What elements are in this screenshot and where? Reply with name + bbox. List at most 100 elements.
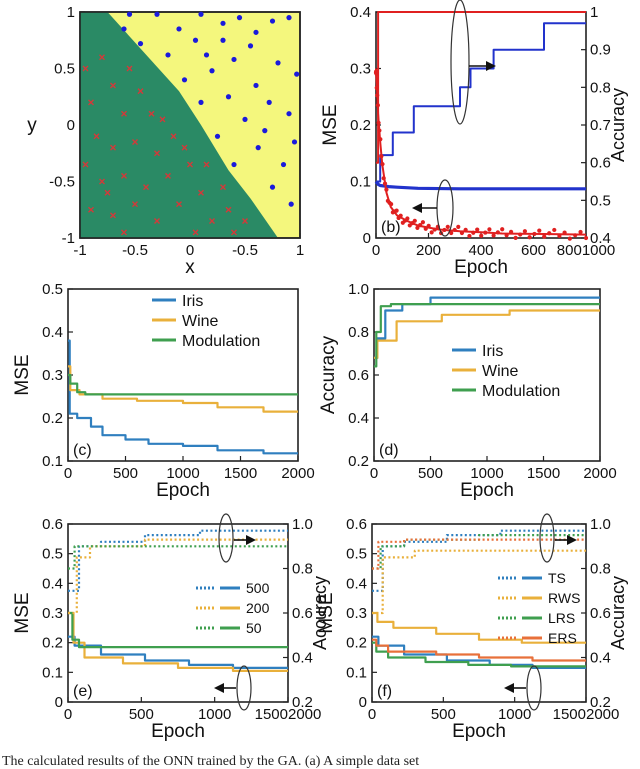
scatter-point-class-a (231, 56, 237, 63)
plot-frame (375, 11, 587, 239)
scatter-point-class-b (121, 172, 127, 179)
scatter-point-class-a (247, 43, 254, 49)
series-line (68, 339, 298, 455)
legend-label: Iris (182, 293, 203, 310)
series-line (372, 611, 586, 644)
y-right-tick-label: 0.4 (590, 230, 611, 247)
y-tick-label: 0.3 (42, 605, 63, 622)
scatter-point-class-a (255, 145, 261, 151)
x-axis-label: x (185, 257, 195, 278)
scatter-point-class-b (165, 172, 171, 179)
y-tick-label: 0.2 (42, 635, 63, 652)
scatter-point-class-b (187, 161, 193, 168)
y-tick-label: 0.4 (346, 575, 367, 592)
scatter-point-class-a (176, 26, 182, 32)
panel-tag: (b) (381, 219, 401, 236)
y-right-axis-label: Accuracy (608, 576, 628, 650)
series-point (471, 230, 476, 235)
scatter-point-class-a (203, 52, 210, 58)
series-point (467, 233, 472, 239)
y-tick-label: 0.1 (42, 664, 63, 681)
series-point (394, 208, 399, 213)
scatter-point-class-a (275, 60, 281, 66)
series-line (372, 638, 586, 662)
scatter-point-class-a (288, 201, 294, 207)
y-tick-label: 0.5 (42, 546, 63, 563)
x-tick-label: 1 (296, 242, 304, 259)
scatter-point-class-a (192, 37, 199, 43)
series-point (522, 229, 527, 234)
series-point (573, 233, 578, 238)
x-tick-label: 1000 (198, 706, 231, 723)
series-point (479, 233, 484, 238)
series-point (380, 162, 385, 167)
scatter-point-class-b (132, 201, 138, 208)
series-point (405, 216, 410, 221)
series-point (518, 232, 523, 237)
y-tick-label: 0.4 (42, 324, 63, 341)
scatter-point-class-a (269, 18, 276, 24)
arrow-head (486, 61, 496, 71)
y-right-tick-label: 0.8 (292, 561, 313, 578)
series-point (557, 233, 562, 239)
arrow-head (504, 683, 514, 693)
x-axis-label: Epoch (454, 257, 508, 278)
y-right-tick-label: 1.0 (590, 516, 611, 533)
x-tick-label: 200 (416, 242, 441, 259)
y-tick-label: 0.6 (348, 367, 369, 384)
series-line (372, 538, 586, 570)
y-right-tick-label: 0.6 (590, 605, 611, 622)
series-line (372, 549, 586, 615)
scatter-point-class-a (209, 68, 215, 74)
x-axis-label: Epoch (151, 721, 205, 742)
y-tick-label: 0 (363, 230, 371, 247)
figure-caption: The calculated results of the ONN traine… (2, 754, 420, 769)
series-point (527, 235, 532, 240)
scatter-point-class-b (170, 133, 177, 140)
x-tick-label: 2000 (281, 465, 314, 482)
y-tick-label: 0.5 (54, 61, 75, 78)
scatter-point-class-b (231, 229, 237, 236)
y-tick-label: 0 (359, 694, 367, 711)
series-point (583, 235, 589, 241)
y-right-tick-label: 0.4 (292, 650, 313, 667)
series-point (445, 224, 450, 229)
scatter-point-class-a (291, 139, 298, 145)
y-axis-label: y (27, 115, 37, 136)
scatter-point-class-b (154, 218, 160, 225)
y-tick-label: 0 (55, 694, 63, 711)
y-tick-label: 0.8 (348, 324, 369, 341)
series-line (374, 180, 586, 191)
scatter-point-class-a (269, 184, 276, 190)
series-point (381, 176, 386, 181)
y-tick-label: 0.4 (350, 4, 371, 21)
series-point (475, 227, 480, 232)
arrow-head (567, 535, 577, 545)
series-point (412, 218, 417, 223)
x-tick-label: 8001000 (557, 242, 615, 259)
x-tick-label: 0 (64, 465, 72, 482)
scatter-point-class-b (88, 99, 94, 106)
series-point (483, 230, 488, 235)
scatter-point-class-a (253, 29, 259, 35)
series-point (562, 230, 567, 235)
series-point (376, 120, 381, 125)
scatter-point-class-b (121, 110, 127, 117)
series-point (456, 224, 461, 229)
panel-tag: (c) (73, 442, 92, 459)
series-point (378, 137, 383, 142)
scatter-point-class-b (88, 206, 94, 213)
series-line (375, 68, 587, 236)
series-point (578, 229, 583, 235)
y-tick-label: -1 (62, 230, 75, 247)
x-tick-label: 1000 (166, 465, 199, 482)
x-axis-label: Epoch (460, 480, 514, 501)
y-right-tick-label: 0.4 (590, 650, 611, 667)
y-tick-label: 1 (67, 4, 75, 21)
series-point (423, 226, 428, 231)
x-tick-label: 0 (372, 242, 380, 259)
panel-e: 0 500 1000 15002000 0 0.1 0.2 0.3 0.4 0.5 0.6 0.2 0.… (12, 513, 330, 742)
y-tick-label: 0.3 (42, 367, 63, 384)
series-line (68, 545, 288, 570)
y-tick-label: 0.6 (346, 516, 367, 533)
